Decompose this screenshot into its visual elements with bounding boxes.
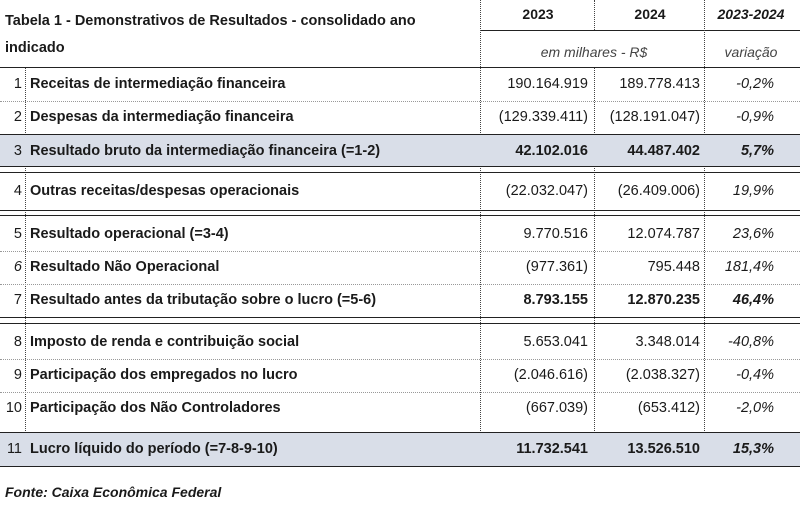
row-label: Participação dos Não Controladores (30, 400, 281, 416)
row-label: Resultado Não Operacional (30, 259, 220, 275)
header-unit: em milhares - R$ (540, 44, 648, 60)
value-2024: 3.348.014 (635, 334, 700, 350)
value-2023: 42.102.016 (515, 143, 588, 159)
value-2023: (2.046.616) (513, 367, 588, 383)
row-label: Lucro líquido do período (=7-8-9-10) (30, 441, 278, 457)
row-number: 6 (13, 259, 22, 275)
row-label: Resultado bruto da intermediação finance… (30, 143, 381, 159)
row-label: Outras receitas/despesas operacionais (30, 183, 300, 199)
row-number: 5 (13, 226, 22, 242)
value-2023: 190.164.919 (507, 76, 588, 92)
header-bottom-rule (0, 67, 800, 68)
value-variation: -0,2% (736, 76, 774, 92)
header-divider (480, 30, 800, 31)
row-label: Despesas da intermediação financeira (30, 109, 294, 125)
table-row: 10 Participação dos Não Controladores (6… (0, 392, 800, 425)
table-row: 4 Outras receitas/despesas operacionais … (0, 175, 800, 208)
row-number: 11 (6, 441, 22, 457)
row-number: 2 (13, 109, 22, 125)
row-number: 9 (13, 367, 22, 383)
table-row-highlighted: 11 Lucro líquido do período (=7-8-9-10) … (0, 432, 800, 467)
row-label: Participação dos empregados no lucro (30, 367, 298, 383)
table-row: 7 Resultado antes da tributação sobre o … (0, 284, 800, 317)
value-2024: 12.870.235 (627, 292, 700, 308)
value-2024: 795.448 (647, 259, 700, 275)
value-2023: (977.361) (525, 259, 588, 275)
row-label: Resultado antes da tributação sobre o lu… (30, 292, 377, 308)
value-2023: (22.032.047) (505, 183, 588, 199)
column-divider-2 (594, 68, 595, 467)
column-divider-1 (480, 0, 481, 467)
row-number: 3 (13, 143, 22, 159)
source-note: Fonte: Caixa Econômica Federal (5, 484, 222, 500)
header-year-2024: 2024 (634, 6, 666, 22)
value-2024: (26.409.006) (617, 183, 700, 199)
value-variation: -2,0% (736, 400, 774, 416)
section-divider (0, 172, 800, 173)
row-number: 7 (13, 292, 22, 308)
value-2024: 12.074.787 (627, 226, 700, 242)
table-title: Tabela 1 - Demonstrativos de Resultados … (5, 13, 416, 56)
value-2024: 189.778.413 (619, 76, 700, 92)
column-divider-2-top (594, 0, 595, 30)
value-2023: 11.732.541 (516, 441, 588, 457)
section-divider (0, 215, 800, 216)
value-2023: (129.339.411) (498, 109, 588, 125)
table-row: 6 Resultado Não Operacional (977.361) 79… (0, 251, 800, 284)
row-divider (0, 101, 800, 102)
number-column-divider (25, 68, 26, 467)
table-row: 5 Resultado operacional (=3-4) 9.770.516… (0, 218, 800, 251)
value-variation: -0,9% (736, 109, 774, 125)
value-variation: -0,4% (736, 367, 774, 383)
row-label: Receitas de intermediação financeira (30, 76, 286, 92)
row-number: 10 (5, 400, 22, 416)
header-year-2023: 2023 (522, 6, 554, 22)
table-row-highlighted: 3 Resultado bruto da intermediação finan… (0, 134, 800, 167)
value-2024: (2.038.327) (625, 367, 700, 383)
value-variation: 15,3% (732, 441, 774, 457)
value-variation: 19,9% (732, 183, 774, 199)
value-2023: (667.039) (525, 400, 588, 416)
section-divider (0, 323, 800, 324)
value-2023: 9.770.516 (523, 226, 588, 242)
value-variation: 23,6% (732, 226, 774, 242)
row-label: Resultado operacional (=3-4) (30, 226, 229, 242)
value-2024: (128.191.047) (609, 109, 700, 125)
header-variation: variação (724, 44, 778, 60)
value-variation: 181,4% (724, 259, 774, 275)
value-2024: (653.412) (637, 400, 700, 416)
value-2023: 8.793.155 (523, 292, 588, 308)
value-variation: -40,8% (728, 334, 774, 350)
column-divider-3 (704, 0, 705, 467)
table-row: 1 Receitas de intermediação financeira 1… (0, 68, 800, 101)
value-variation: 5,7% (740, 143, 774, 159)
row-divider (0, 284, 800, 285)
row-divider (0, 392, 800, 393)
value-2024: 44.487.402 (627, 143, 700, 159)
table-row: 9 Participação dos empregados no lucro (… (0, 359, 800, 392)
value-2024: 13.526.510 (627, 441, 700, 457)
table-row: 8 Imposto de renda e contribuição social… (0, 326, 800, 359)
row-divider (0, 251, 800, 252)
value-variation: 46,4% (732, 292, 774, 308)
header-period: 2023-2024 (717, 6, 785, 22)
row-number: 8 (13, 334, 22, 350)
row-divider (0, 359, 800, 360)
value-2023: 5.653.041 (523, 334, 588, 350)
row-number: 4 (13, 183, 22, 199)
row-label: Imposto de renda e contribuição social (30, 334, 300, 350)
row-number: 1 (13, 76, 22, 92)
table-row: 2 Despesas da intermediação financeira (… (0, 101, 800, 134)
section-divider (0, 317, 800, 318)
section-divider (0, 210, 800, 211)
